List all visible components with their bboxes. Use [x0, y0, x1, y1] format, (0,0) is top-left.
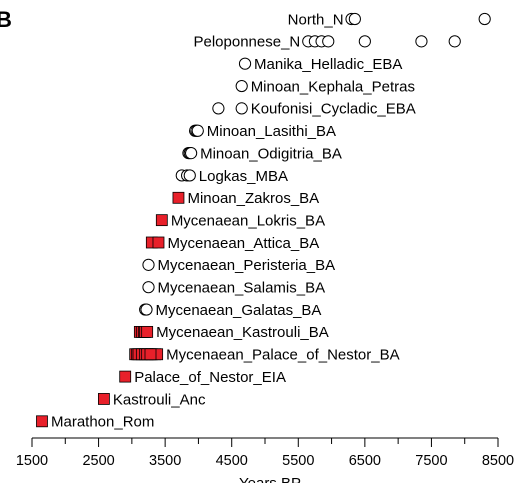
data-point-circle — [183, 169, 196, 182]
group-label: North_N — [288, 11, 344, 28]
group-label: Kastrouli_Anc — [113, 391, 206, 408]
x-tick-label: 7500 — [415, 453, 447, 469]
x-tick-label: 6500 — [349, 453, 381, 469]
group-label: Minoan_Odigitria_BA — [200, 145, 342, 162]
data-point-circle — [238, 57, 252, 70]
data-point-square — [36, 415, 48, 428]
group-label: Mycenaean_Palace_of_Nestor_BA — [166, 347, 399, 364]
x-tick-label: 8500 — [482, 453, 514, 469]
data-point-square — [172, 191, 185, 204]
data-point-circle — [322, 35, 335, 48]
data-point-circle — [358, 35, 371, 48]
data-point-square — [144, 348, 157, 361]
data-point-circle — [185, 147, 198, 160]
x-tick-label: 4500 — [216, 453, 248, 469]
data-point-square — [152, 236, 165, 249]
x-tick-label: 5500 — [282, 453, 314, 469]
data-point-square — [141, 325, 154, 338]
group-label: Logkas_MBA — [199, 168, 288, 185]
group-label: Minoan_Lasithi_BA — [207, 123, 336, 140]
data-point-circle — [235, 79, 248, 93]
x-axis: 1500 2500 3500 4500 5500 6500 7500 8500 — [16, 437, 514, 469]
data-point-square — [155, 214, 168, 227]
x-tick-label: 3500 — [149, 453, 181, 469]
group-label: Mycenaean_Lokris_BA — [171, 212, 325, 229]
group-label: Mycenaean_Attica_BA — [167, 235, 319, 252]
group-label: Minoan_Kephala_Petras — [251, 78, 415, 95]
group-label: Mycenaean_Kastrouli_BA — [156, 324, 329, 341]
group-label: Manika_Helladic_EBA — [254, 56, 402, 73]
data-point-circle — [212, 102, 225, 115]
group-label: Peloponnese_N — [194, 34, 301, 51]
group-labels: North_N Peloponnese_N Manika_Helladic_EBA M… — [51, 11, 416, 430]
x-tick-label: 1500 — [16, 453, 48, 469]
group-label: Minoan_Zakros_BA — [187, 190, 319, 207]
group-label: Koufonisi_Cycladic_EBA — [251, 101, 416, 118]
data-point-circle — [142, 281, 155, 294]
group-label: Mycenaean_Galatas_BA — [156, 302, 322, 319]
x-tick-label: 2500 — [82, 453, 114, 469]
group-label: Mycenaean_Peristeria_BA — [158, 257, 336, 274]
data-marks — [36, 12, 491, 428]
data-point-circle — [348, 12, 361, 26]
data-point-square — [97, 393, 110, 405]
data-point-square — [119, 370, 132, 383]
data-point-circle — [478, 12, 491, 26]
data-point-circle — [140, 303, 153, 316]
data-point-circle — [448, 35, 461, 48]
x-axis-label: Years BP — [239, 475, 301, 483]
panel-letter: B — [0, 7, 12, 32]
data-point-circle — [142, 258, 155, 271]
data-point-circle — [191, 124, 204, 137]
group-label: Palace_of_Nestor_EIA — [134, 369, 286, 386]
group-label: Mycenaean_Salamis_BA — [158, 280, 326, 297]
group-label: Marathon_Rom — [51, 414, 154, 431]
data-point-circle — [415, 35, 428, 48]
data-point-circle — [235, 102, 248, 115]
